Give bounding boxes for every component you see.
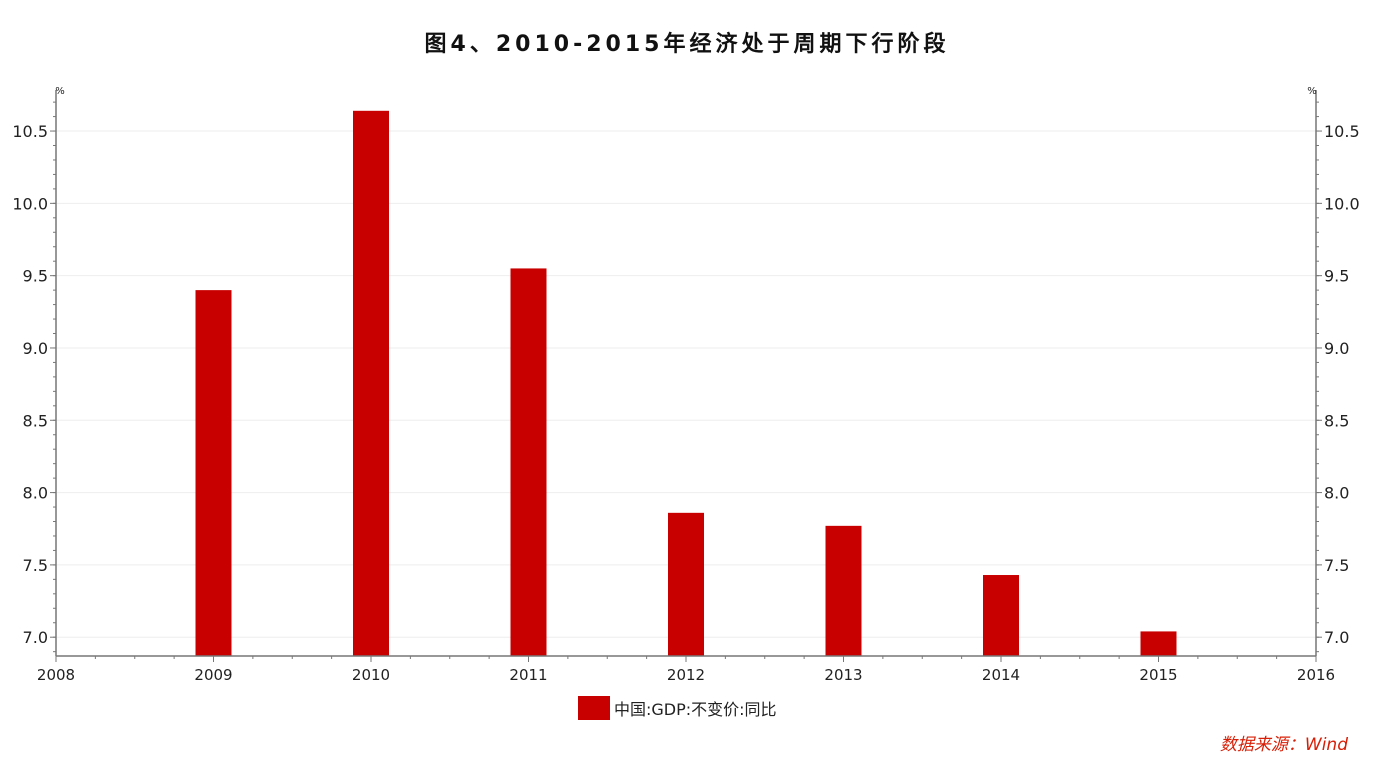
bar <box>510 268 547 656</box>
legend: 中国:GDP:不变价:同比 <box>578 696 777 720</box>
bar <box>668 512 704 656</box>
y-tick-label-left: 9.5 <box>23 267 48 286</box>
bar <box>983 575 1019 656</box>
y-tick-label-right: 9.0 <box>1324 339 1349 358</box>
y-unit-label-left: % <box>55 86 65 97</box>
y-tick-label-right: 10.5 <box>1324 122 1360 141</box>
y-tick-label-left: 10.5 <box>12 122 48 141</box>
chart-title: 图4、2010-2015年经济处于周期下行阶段 <box>424 32 950 57</box>
legend-label: 中国:GDP:不变价:同比 <box>614 700 777 719</box>
x-tick-label: 2009 <box>194 666 232 684</box>
x-tick-label: 2008 <box>37 666 75 684</box>
y-tick-label-right: 10.0 <box>1324 194 1360 213</box>
x-tick-label: 2015 <box>1139 666 1177 684</box>
axes: 7.0 7.0 7.5 7.5 8.0 8.0 8.5 8.5 9.0 9.0 9.5 9.5 10.0… <box>12 86 1359 684</box>
x-tick-label: 2014 <box>982 666 1020 684</box>
y-tick-label-right: 7.0 <box>1324 628 1349 647</box>
y-tick-label-left: 9.0 <box>23 339 48 358</box>
x-tick-label: 2013 <box>824 666 862 684</box>
x-tick-label: 2011 <box>509 666 547 684</box>
source-note: 数据来源：Wind <box>1219 735 1348 755</box>
bar <box>1140 631 1177 656</box>
y-tick-label-left: 8.0 <box>23 484 48 503</box>
y-tick-label-left: 10.0 <box>12 194 48 213</box>
bar <box>195 290 232 656</box>
y-unit-label-right: % <box>1307 86 1317 97</box>
y-tick-label-right: 9.5 <box>1324 267 1349 286</box>
y-tick-label-right: 7.5 <box>1324 556 1349 575</box>
bar <box>353 110 389 657</box>
x-tick-label: 2010 <box>352 666 390 684</box>
y-tick-label-right: 8.5 <box>1324 411 1349 430</box>
bars <box>195 110 1177 657</box>
x-tick-label: 2012 <box>667 666 705 684</box>
x-tick-label: 2016 <box>1297 666 1335 684</box>
y-tick-label-left: 7.5 <box>23 556 48 575</box>
y-tick-label-left: 7.0 <box>23 628 48 647</box>
bar <box>825 525 862 656</box>
y-tick-label-left: 8.5 <box>23 411 48 430</box>
legend-swatch <box>578 696 610 720</box>
y-tick-label-right: 8.0 <box>1324 484 1349 503</box>
